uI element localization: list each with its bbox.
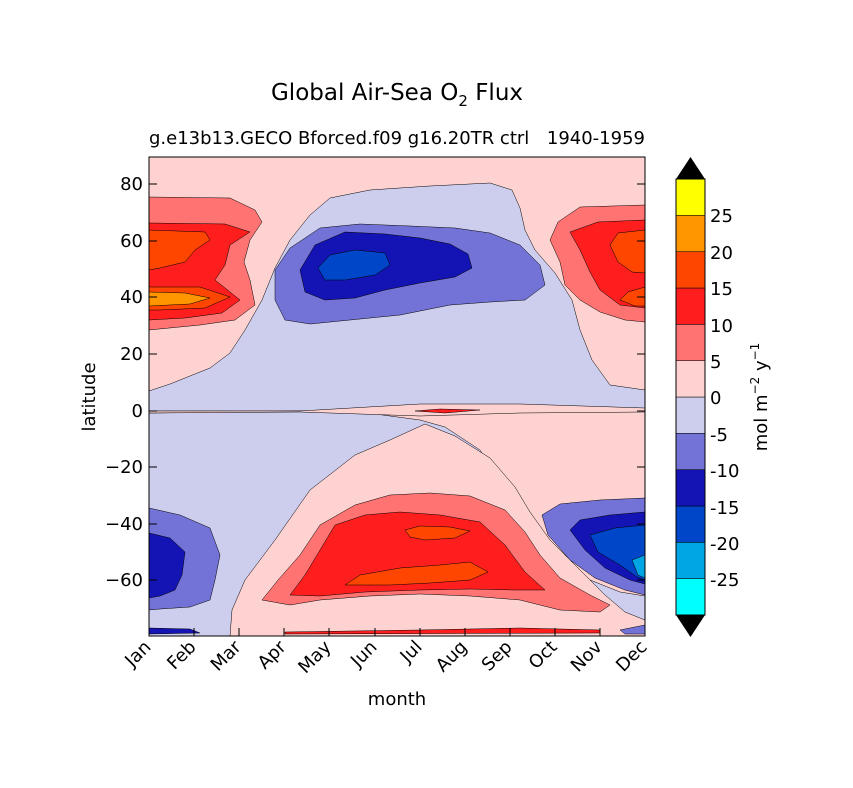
plot-frame xyxy=(148,156,646,637)
colorbar-tick-label: 10 xyxy=(710,316,733,337)
x-tick-labels: Jan Feb Mar Apr May Jun Jul Aug Sep Oct … xyxy=(120,636,651,678)
x-tick-label: Nov xyxy=(567,636,607,676)
chart-subtitle-left: g.e13b13.GECO Bforced.f09 g16.20TR ctrl xyxy=(149,128,529,149)
colorbar-tick-label: -20 xyxy=(710,534,739,555)
y-tick-label: 60 xyxy=(120,231,143,252)
contour-band-dark-blue xyxy=(149,627,201,635)
x-axis-label: month xyxy=(368,689,426,710)
contour-band-light-pink xyxy=(149,403,645,417)
x-tick-label: Sep xyxy=(478,637,517,676)
y-tick-label: 20 xyxy=(120,344,143,365)
y-axis-label: latitude xyxy=(79,362,100,431)
x-axis xyxy=(148,628,646,636)
x-tick-label: Jan xyxy=(120,637,155,672)
colorbar xyxy=(675,157,706,637)
y-tick-label: 80 xyxy=(120,174,143,195)
colorbar-swatch xyxy=(675,396,706,434)
y-tick-label: −40 xyxy=(105,514,143,535)
contour-band-blue xyxy=(317,249,391,281)
chart-title: Global Air-Sea O2 Flux xyxy=(271,80,523,110)
colorbar-swatch xyxy=(675,215,706,252)
y-tick-label: 0 xyxy=(132,401,143,422)
contour-band-medium-blue xyxy=(619,624,645,635)
contour-band-orange-red xyxy=(609,229,645,274)
colorbar-swatch xyxy=(675,360,706,398)
colorbar-tick-label: -5 xyxy=(710,425,728,446)
x-tick-label: Feb xyxy=(163,637,200,674)
contour-band-orange-red xyxy=(404,525,471,541)
colorbar-tick-labels: 25 20 15 10 5 0 -5 -10 -15 -20 -25 xyxy=(710,206,739,591)
contour-band-orange xyxy=(149,291,211,307)
colorbar-swatch xyxy=(675,469,706,507)
x-tick-label: Apr xyxy=(254,636,291,673)
x-tick-label: Jun xyxy=(346,637,381,672)
colorbar-swatch xyxy=(675,324,706,361)
contour-band-orange-red xyxy=(344,561,489,586)
colorbar-tick-label: 20 xyxy=(710,243,733,264)
colorbar-swatch xyxy=(675,287,706,325)
contour-band-orange-red xyxy=(149,229,211,271)
colorbar-tick-label: 15 xyxy=(710,279,733,300)
x-tick-label: Dec xyxy=(612,637,651,676)
colorbar-tick-label: 5 xyxy=(710,352,721,373)
y-axis xyxy=(149,183,645,581)
y-tick-label: −20 xyxy=(105,457,143,478)
contour-band-dark-blue xyxy=(149,532,186,599)
y-tick-labels: 80 60 40 20 0 −20 −40 −60 xyxy=(105,174,143,591)
x-tick-label: May xyxy=(294,636,335,677)
contour-band-light-cyan-blue xyxy=(631,554,645,579)
x-tick-label: Mar xyxy=(207,636,246,675)
colorbar-swatch xyxy=(675,505,706,543)
chart-title-subscript: 2 xyxy=(458,92,468,110)
colorbar-swatch xyxy=(675,178,706,216)
y-tick-label: 40 xyxy=(120,287,143,308)
colorbar-tick-label: 25 xyxy=(710,206,733,227)
colorbar-swatch xyxy=(675,542,706,579)
colorbar-label: mol m−2 y−1 xyxy=(748,343,772,452)
x-tick-label: Aug xyxy=(432,637,472,677)
chart-subtitle-right: 1940-1959 xyxy=(547,128,645,149)
colorbar-swatch xyxy=(675,251,706,289)
contour-band-red xyxy=(414,408,481,414)
colorbar-frame xyxy=(675,178,706,616)
colorbar-tick-label: 0 xyxy=(710,388,721,409)
contour-field xyxy=(149,157,645,636)
colorbar-swatch xyxy=(675,578,706,616)
colorbar-extend-over xyxy=(676,157,705,179)
colorbar-tick-label: -10 xyxy=(710,461,739,482)
colorbar-tick-label: -15 xyxy=(710,498,739,519)
x-tick-label: Jul xyxy=(396,637,427,668)
y-tick-label: −60 xyxy=(105,570,143,591)
colorbar-tick-label: -25 xyxy=(710,570,739,591)
contour-band-orange-red xyxy=(619,286,645,307)
x-tick-label: Oct xyxy=(525,637,562,674)
colorbar-extend-under xyxy=(676,615,705,637)
colorbar-swatch xyxy=(675,433,706,470)
